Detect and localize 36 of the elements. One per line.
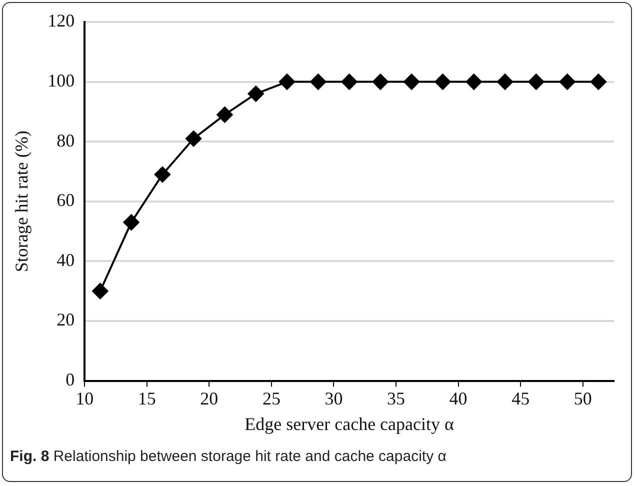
point [497, 74, 514, 90]
y-tick-label: 20 [56, 310, 75, 330]
x-axis-title: Edge server cache capacity α [244, 414, 455, 434]
x-tick-label: 35 [387, 388, 406, 408]
x-tick-label: 50 [574, 388, 592, 408]
point [186, 130, 202, 147]
point [248, 86, 264, 102]
point [466, 74, 482, 90]
x-tick-label: 30 [324, 388, 343, 408]
y-axis-title: Storage hit rate (%) [12, 130, 32, 272]
point [310, 74, 326, 90]
x-tick-label: 45 [512, 388, 530, 408]
point [372, 74, 388, 90]
y-tick-label: 100 [48, 70, 75, 91]
point [341, 74, 358, 90]
x-tick-label: 15 [138, 388, 156, 408]
point [559, 74, 576, 90]
y-tick-label: 0 [66, 370, 75, 390]
x-tick-label: 40 [449, 388, 468, 408]
x-tick-label: 10 [76, 388, 94, 408]
point [434, 74, 451, 90]
y-tick-label: 60 [56, 190, 75, 210]
y-tick-label: 40 [56, 250, 75, 270]
point [528, 74, 544, 90]
point [123, 214, 140, 230]
x-tick-label: 20 [200, 388, 218, 408]
point [404, 74, 420, 90]
point [590, 74, 606, 90]
x-tick-label: 25 [262, 388, 280, 408]
point [279, 74, 296, 90]
y-tick-label: 120 [48, 10, 75, 31]
caption: Fig. 8 Relationship between storage hit rate and cache capacity α [10, 448, 448, 465]
point [154, 166, 170, 182]
point [92, 283, 108, 300]
point [216, 106, 233, 123]
y-tick-label: 80 [56, 130, 75, 150]
